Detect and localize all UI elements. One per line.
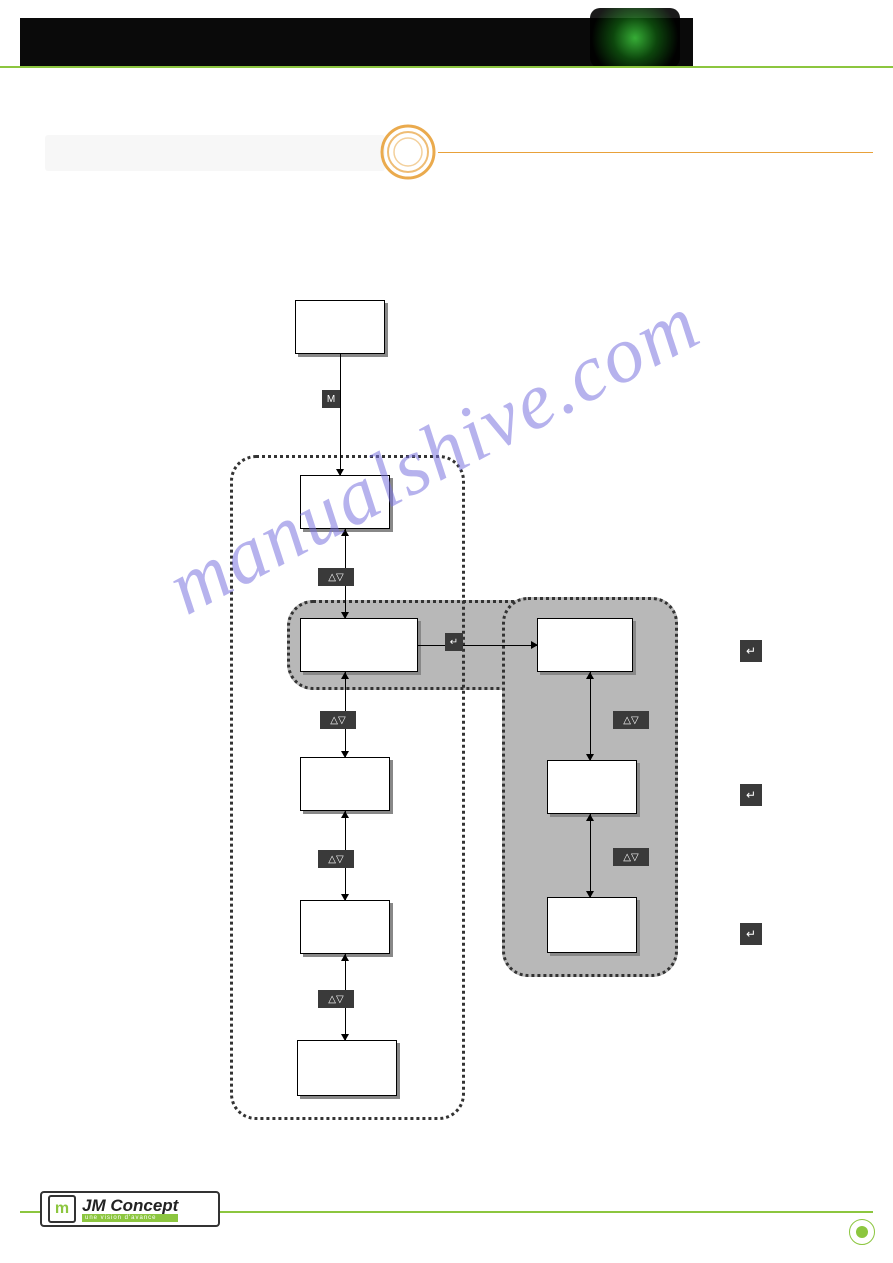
flow-node-7 xyxy=(547,760,637,814)
connector xyxy=(590,672,591,760)
logo-text: JM Concept une vision d'avance xyxy=(82,1197,178,1222)
logo-main: JM Concept xyxy=(82,1197,178,1214)
enter-icon: ↵ xyxy=(445,633,463,651)
logo-sub: une vision d'avance xyxy=(82,1214,178,1222)
arrow-icon xyxy=(531,641,538,649)
arrow-icon xyxy=(341,529,349,536)
ring-decoration xyxy=(378,122,438,182)
arrow-icon xyxy=(341,954,349,961)
flow-node-6 xyxy=(537,618,633,672)
flow-node-3 xyxy=(300,757,390,811)
arrow-icon xyxy=(341,612,349,619)
connector xyxy=(418,645,537,646)
updown-icon: △▽ xyxy=(613,711,649,729)
flow-node-0 xyxy=(295,300,385,354)
header-line xyxy=(0,66,893,68)
updown-icon: △▽ xyxy=(320,711,356,729)
arrow-icon xyxy=(341,672,349,679)
arrow-icon xyxy=(336,469,344,476)
logo-icon: m xyxy=(48,1195,76,1223)
arrow-icon xyxy=(586,754,594,761)
flow-node-1 xyxy=(300,475,390,529)
updown-icon: △▽ xyxy=(318,990,354,1008)
header-decoration xyxy=(590,8,680,68)
enter-icon: ↵ xyxy=(740,923,762,945)
arrow-icon xyxy=(341,751,349,758)
arrow-icon xyxy=(586,891,594,898)
arrow-icon xyxy=(586,814,594,821)
flowchart: M △▽ △▽ △▽ △▽ ↵ △▽ △▽ ↵ ↵ ↵ xyxy=(0,280,893,1130)
enter-icon: ↵ xyxy=(740,640,762,662)
m-icon: M xyxy=(322,390,340,408)
page-dot xyxy=(856,1226,868,1238)
footer-logo: m JM Concept une vision d'avance xyxy=(40,1191,220,1227)
updown-icon: △▽ xyxy=(318,850,354,868)
arrow-icon xyxy=(341,811,349,818)
connector xyxy=(340,354,341,475)
arrow-icon xyxy=(341,894,349,901)
arrow-icon xyxy=(341,1034,349,1041)
enter-icon: ↵ xyxy=(740,784,762,806)
section-line xyxy=(438,152,873,153)
flow-node-8 xyxy=(547,897,637,953)
page-indicator xyxy=(849,1219,875,1245)
updown-icon: △▽ xyxy=(318,568,354,586)
flow-node-5 xyxy=(297,1040,397,1096)
connector xyxy=(590,814,591,897)
arrow-icon xyxy=(586,672,594,679)
section-title xyxy=(45,135,385,171)
flow-node-4 xyxy=(300,900,390,954)
flow-node-2 xyxy=(300,618,418,672)
updown-icon: △▽ xyxy=(613,848,649,866)
